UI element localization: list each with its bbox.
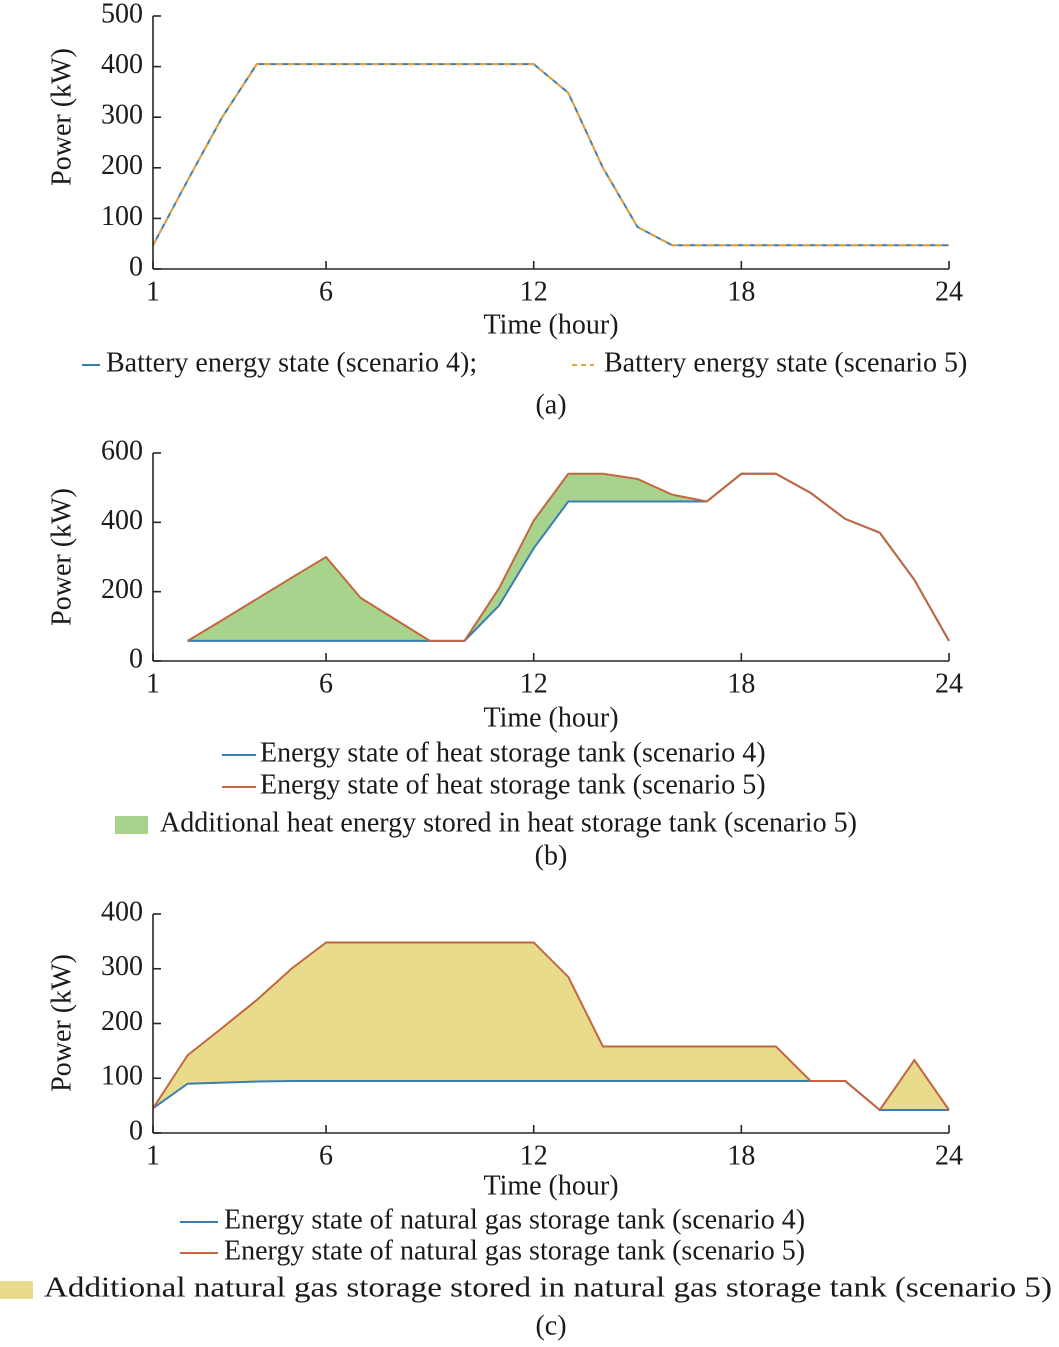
y-tick-label: 0 [129, 643, 143, 674]
x-tick-label: 24 [935, 276, 963, 307]
x-tick-label: 12 [520, 1140, 548, 1171]
y-tick-label: 400 [101, 505, 143, 536]
series-line [187, 472, 950, 642]
legend-label: Energy state of natural gas storage tank… [224, 1235, 805, 1266]
y-axis-label: Power (kW) [46, 48, 77, 186]
y-tick-label: 400 [101, 896, 143, 927]
x-tick-label: 18 [727, 668, 755, 699]
y-tick-label: 200 [101, 574, 143, 605]
legend-label: Energy state of heat storage tank (scena… [260, 737, 766, 768]
plot: 0 100 200 300 400 1 6 12 18 24 Time (hour) Power (k… [0, 896, 1052, 1341]
y-tick-label: 400 [101, 49, 143, 80]
legend-label: Additional natural gas storage stored in… [44, 1272, 1052, 1303]
plot: 0 200 400 600 1 6 12 18 24 Time (hour) Power (kW) E… [46, 435, 963, 871]
y-tick-label: 0 [129, 1115, 143, 1146]
series-line [152, 1079, 949, 1112]
y-axis-label: Power (kW) [46, 488, 77, 626]
legend-label: Battery energy state (scenario 4); [106, 347, 477, 378]
caption: (a) [535, 389, 566, 420]
y-tick-label: 300 [101, 951, 143, 982]
series-line [152, 63, 949, 247]
legend-label: Battery energy state (scenario 5) [604, 347, 967, 378]
y-tick-label: 0 [129, 251, 143, 282]
legend-label: Energy state of heat storage tank (scena… [260, 769, 766, 800]
x-tick-label: 6 [319, 276, 333, 307]
x-tick-label: 12 [520, 276, 548, 307]
x-tick-label: 6 [319, 668, 333, 699]
y-tick-label: 600 [101, 435, 143, 466]
y-tick-label: 200 [101, 1006, 143, 1037]
series-line [152, 63, 949, 247]
x-tick-label: 6 [319, 1140, 333, 1171]
legend-label: Additional heat energy stored in heat st… [160, 807, 857, 838]
y-axis-label: Power (kW) [46, 954, 77, 1092]
x-tick-label: 18 [727, 276, 755, 307]
x-tick-label: 24 [935, 668, 963, 699]
caption: (b) [535, 840, 568, 871]
legend-label: Energy state of natural gas storage tank… [224, 1204, 805, 1235]
legend-swatch [115, 816, 148, 834]
x-tick-label: 1 [146, 668, 160, 699]
series-line [152, 941, 950, 1112]
x-axis-label: Time (hour) [483, 309, 618, 340]
difference-area [187, 473, 949, 641]
y-tick-label: 500 [101, 0, 143, 29]
legend-swatch [0, 1281, 33, 1299]
x-tick-label: 24 [935, 1140, 963, 1171]
x-tick-label: 12 [520, 668, 548, 699]
x-tick-label: 1 [146, 1140, 160, 1171]
y-tick-label: 100 [101, 1061, 143, 1092]
x-axis-label: Time (hour) [483, 1170, 618, 1201]
x-tick-label: 18 [727, 1140, 755, 1171]
x-axis-label: Time (hour) [483, 702, 618, 733]
plot: 0 100 200 300 400 500 1 6 12 18 24 Time (hour) Power… [46, 0, 967, 420]
y-tick-label: 200 [101, 150, 143, 181]
y-tick-label: 100 [101, 201, 143, 232]
x-tick-label: 1 [146, 276, 160, 307]
y-tick-label: 300 [101, 100, 143, 131]
difference-area [153, 942, 949, 1111]
caption: (c) [535, 1310, 566, 1341]
